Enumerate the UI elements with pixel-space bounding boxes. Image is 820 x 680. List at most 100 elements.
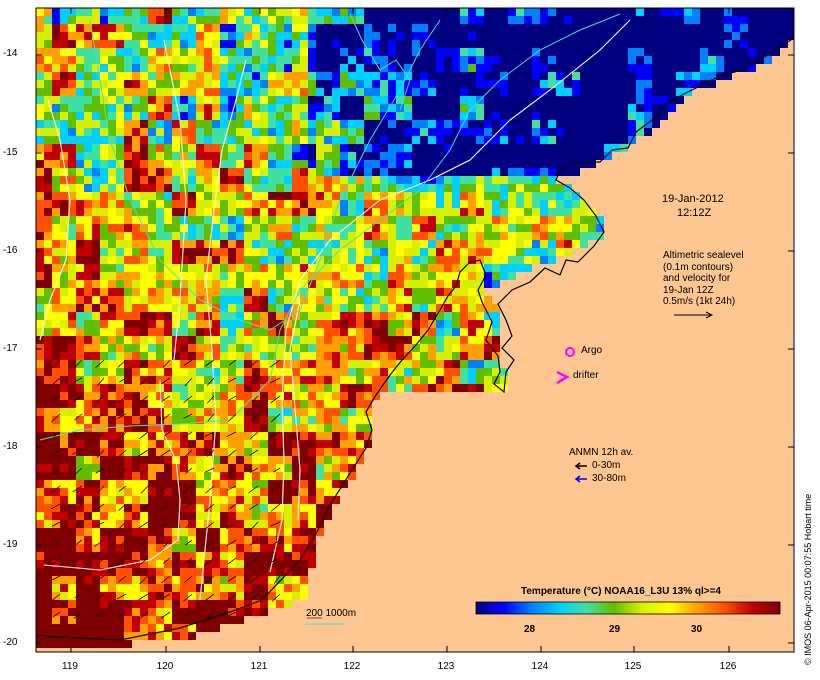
sst-cell xyxy=(268,160,276,168)
sst-cell xyxy=(716,8,724,16)
sst-cell xyxy=(516,96,524,104)
sst-cell xyxy=(276,160,284,168)
sst-cell xyxy=(172,440,180,448)
sst-cell xyxy=(44,344,52,352)
sst-cell xyxy=(412,208,420,216)
sst-cell xyxy=(236,520,244,528)
sst-cell xyxy=(572,96,580,104)
sst-cell xyxy=(284,600,292,608)
sst-cell xyxy=(380,80,388,88)
sst-cell xyxy=(412,264,420,272)
sst-cell xyxy=(332,448,340,456)
sst-cell xyxy=(100,336,108,344)
sst-cell xyxy=(580,48,588,56)
sst-cell xyxy=(124,600,132,608)
sst-cell xyxy=(148,232,156,240)
lat-tick-label: -16 xyxy=(3,245,18,256)
current-vector xyxy=(183,359,193,366)
sst-cell xyxy=(68,128,76,136)
current-vector xyxy=(181,503,193,509)
sst-cell xyxy=(444,88,452,96)
sst-cell xyxy=(476,184,484,192)
sst-cell xyxy=(196,328,204,336)
sst-cell xyxy=(460,16,468,24)
sst-cell xyxy=(92,584,100,592)
sst-cell xyxy=(380,240,388,248)
sst-cell xyxy=(684,40,692,48)
sst-cell xyxy=(132,192,140,200)
sst-cell xyxy=(244,520,252,528)
sst-cell xyxy=(132,424,140,432)
sst-cell xyxy=(340,144,348,152)
sst-cell xyxy=(220,424,228,432)
sst-cell xyxy=(220,464,228,472)
sst-cell xyxy=(140,632,148,640)
sst-cell xyxy=(76,64,84,72)
sst-cell xyxy=(324,72,332,80)
sst-cell xyxy=(164,128,172,136)
sst-cell xyxy=(284,64,292,72)
sst-cell xyxy=(388,8,396,16)
sst-cell xyxy=(60,536,68,544)
sst-cell xyxy=(332,256,340,264)
sst-cell xyxy=(236,320,244,328)
sst-cell xyxy=(180,520,188,528)
sst-cell xyxy=(300,336,308,344)
sst-cell xyxy=(244,584,252,592)
sst-cell xyxy=(92,640,100,648)
sst-cell xyxy=(628,64,636,72)
sst-cell xyxy=(292,80,300,88)
sst-cell xyxy=(420,328,428,336)
sst-cell xyxy=(36,392,44,400)
sst-cell xyxy=(116,464,124,472)
sst-cell xyxy=(428,56,436,64)
sst-cell xyxy=(116,480,124,488)
sst-cell xyxy=(92,312,100,320)
current-vector xyxy=(140,467,149,475)
sst-cell xyxy=(204,152,212,160)
sst-cell xyxy=(236,360,244,368)
sst-cell xyxy=(604,112,612,120)
sst-cell xyxy=(76,392,84,400)
sst-cell xyxy=(132,544,140,552)
sst-cell xyxy=(148,464,156,472)
sst-cell xyxy=(220,136,228,144)
sst-cell xyxy=(236,392,244,400)
sst-cell xyxy=(388,272,396,280)
sst-cell xyxy=(308,552,316,560)
sst-cell xyxy=(668,80,676,88)
sst-cell xyxy=(276,312,284,320)
sst-cell xyxy=(492,240,500,248)
sst-cell xyxy=(84,8,92,16)
sst-cell xyxy=(636,48,644,56)
sst-cell xyxy=(644,8,652,16)
sst-cell xyxy=(476,320,484,328)
sst-cell xyxy=(228,120,236,128)
sst-cell xyxy=(252,200,260,208)
sst-cell xyxy=(732,64,740,72)
sst-cell xyxy=(356,56,364,64)
sst-cell xyxy=(220,120,228,128)
sst-cell xyxy=(300,448,308,456)
sst-cell xyxy=(44,120,52,128)
sst-cell xyxy=(196,160,204,168)
sst-cell xyxy=(396,192,404,200)
sst-cell xyxy=(436,344,444,352)
sst-cell xyxy=(108,528,116,536)
sst-cell xyxy=(676,88,684,96)
sst-cell xyxy=(436,232,444,240)
sst-cell xyxy=(220,264,228,272)
sst-cell xyxy=(284,8,292,16)
sst-cell xyxy=(204,88,212,96)
sst-cell xyxy=(492,24,500,32)
sst-cell xyxy=(612,40,620,48)
sst-cell xyxy=(244,176,252,184)
sst-cell xyxy=(124,400,132,408)
sst-cell xyxy=(108,224,116,232)
sst-cell xyxy=(124,288,132,296)
sst-cell xyxy=(460,96,468,104)
sst-cell xyxy=(340,448,348,456)
sst-cell xyxy=(212,496,220,504)
sst-cell xyxy=(572,88,580,96)
sst-cell xyxy=(100,472,108,480)
